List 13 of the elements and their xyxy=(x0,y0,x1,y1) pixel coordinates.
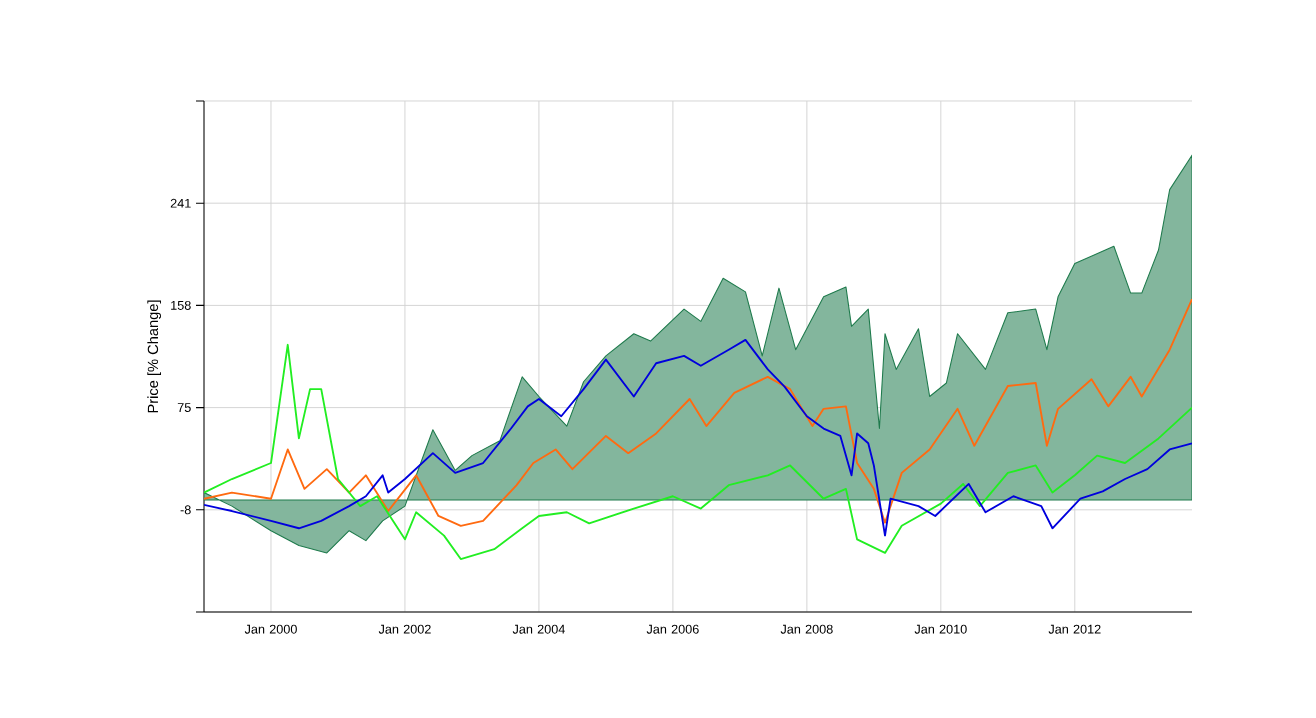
x-tick-label: Jan 2012 xyxy=(1048,624,1101,634)
x-tick-label: Jan 2000 xyxy=(244,624,297,634)
y-tick-label: 75 xyxy=(177,403,191,413)
y-tick-label: 241 xyxy=(170,198,191,208)
x-tick-label: Jan 2010 xyxy=(914,624,967,634)
y-axis-title: Price [% Change] xyxy=(147,300,161,413)
line-series xyxy=(204,298,1193,527)
y-tick-label: 158 xyxy=(171,300,191,310)
y-tick-label: -8 xyxy=(180,505,191,515)
x-tick-label: Jan 2006 xyxy=(646,624,699,634)
x-tick-label: Jan 2002 xyxy=(378,624,431,634)
x-tick-label: Jan 2008 xyxy=(780,624,833,634)
x-tick-label: Jan 2004 xyxy=(512,624,565,634)
